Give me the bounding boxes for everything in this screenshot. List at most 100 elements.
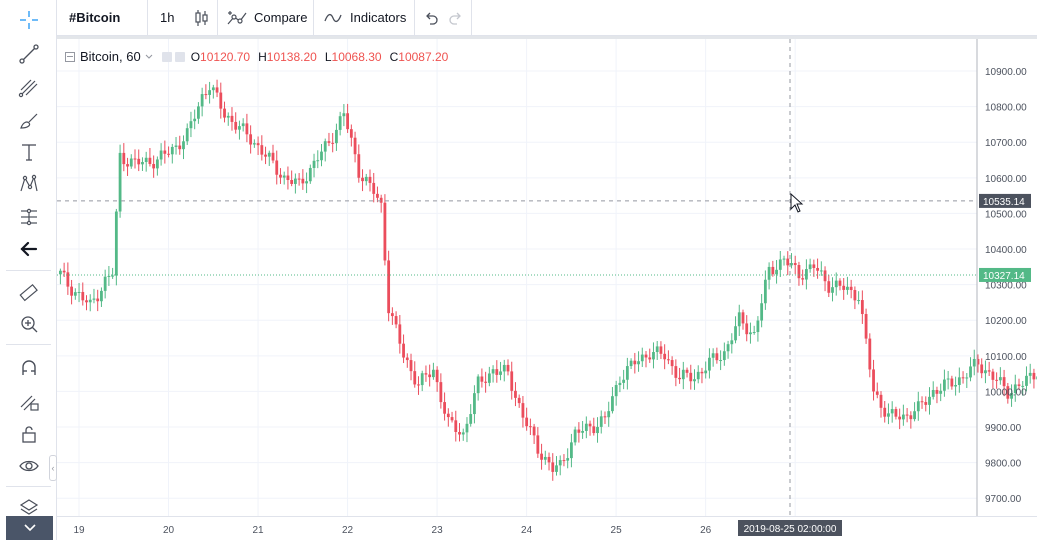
candle-body (864, 314, 868, 339)
zoom-in-icon[interactable] (14, 310, 44, 338)
candle (379, 194, 383, 213)
candle-body (204, 94, 208, 96)
pitchfork-icon[interactable] (14, 73, 44, 101)
candle (573, 426, 577, 446)
candle (376, 186, 379, 203)
settings-icon[interactable] (161, 51, 172, 62)
candle-body (260, 145, 264, 155)
candle-body (954, 385, 957, 387)
candle (499, 361, 502, 381)
price-chart[interactable]: 10900.00 10800.00 10700.00 10600.00 10500.00… (57, 39, 1037, 516)
candle (238, 120, 241, 140)
magnet-icon[interactable] (14, 354, 44, 382)
eye-icon[interactable] (14, 452, 44, 480)
candle (349, 124, 353, 147)
candle (924, 396, 928, 412)
candle (749, 322, 752, 344)
back-arrow-icon[interactable] (14, 235, 44, 263)
candle (144, 151, 148, 172)
candle-body (387, 260, 391, 314)
redo-icon (449, 12, 461, 25)
candle-body (271, 152, 275, 161)
candle-body (282, 175, 286, 178)
candle-body (894, 409, 898, 417)
candle-body (137, 158, 141, 165)
candle (633, 352, 637, 374)
candle (148, 148, 152, 167)
interval-button[interactable]: 1h (160, 0, 174, 35)
symbol-search-button[interactable]: #Bitcoin (69, 0, 120, 35)
candle (566, 448, 570, 469)
candle-body (734, 326, 737, 341)
candle (182, 135, 185, 160)
candle-body (749, 332, 752, 335)
pattern-icon[interactable] (14, 170, 44, 198)
candle (741, 309, 745, 330)
prediction-icon[interactable] (14, 203, 44, 231)
last-price-label-bg (979, 267, 1031, 282)
price-tick-label: 10900.00 (985, 67, 1027, 78)
candle-body (129, 158, 133, 167)
candle-body (555, 465, 558, 472)
candle-body (1013, 384, 1017, 393)
candle (812, 259, 816, 277)
candle (62, 262, 66, 278)
candle-body (834, 280, 838, 288)
chevron-down-icon[interactable] (144, 52, 154, 62)
chart-pane[interactable]: 10900.00 10800.00 10700.00 10600.00 10500.00… (57, 39, 1037, 516)
unlock-icon[interactable] (14, 420, 44, 448)
text-icon[interactable] (14, 138, 44, 166)
candle-body (846, 286, 849, 290)
toolbar-collapse-button[interactable] (6, 516, 53, 540)
candle (708, 348, 711, 379)
candle-body (368, 176, 372, 183)
candle-body (189, 121, 193, 129)
candle (1017, 378, 1021, 390)
crosshair-icon[interactable] (14, 6, 44, 34)
chart-type-button[interactable] (194, 0, 210, 35)
candle (655, 340, 659, 360)
hide-series-icon[interactable] (174, 51, 185, 62)
candle-body (521, 403, 525, 418)
candle (689, 364, 693, 390)
lock-drawing-icon[interactable] (14, 387, 44, 415)
candle (174, 136, 178, 155)
redo-button[interactable] (448, 0, 464, 35)
candle (931, 381, 935, 400)
candle (767, 262, 771, 290)
compare-button[interactable]: Compare (226, 0, 307, 35)
time-axis[interactable]: 192021222324252615:02019-08-25 02:00:00 (57, 517, 1037, 540)
undo-button[interactable] (423, 0, 439, 35)
trend-line-icon[interactable] (14, 40, 44, 68)
candle (390, 307, 394, 325)
candle (357, 144, 361, 183)
candle (320, 143, 323, 167)
candle (335, 123, 338, 151)
candle-body (920, 401, 924, 403)
toolbar-toggle-handle[interactable]: ‹ (49, 455, 57, 481)
candle-body (730, 340, 734, 345)
candle (1021, 380, 1025, 396)
candle-body (980, 364, 984, 374)
candle (264, 146, 267, 165)
layers-icon[interactable] (14, 494, 44, 522)
candle-body (860, 300, 864, 315)
candle-body (972, 358, 976, 367)
candle (1010, 384, 1013, 407)
time-tick-label: 21 (252, 525, 264, 536)
mouse-cursor-icon (790, 193, 804, 213)
indicators-button[interactable]: Indicators (323, 0, 406, 35)
candle (301, 169, 305, 190)
candle (704, 361, 708, 379)
candle (249, 125, 253, 154)
candle (114, 208, 118, 286)
ruler-icon[interactable] (14, 279, 44, 307)
candle-body (566, 458, 570, 461)
brush-icon[interactable] (14, 106, 44, 134)
candle (666, 350, 670, 365)
candle (432, 362, 435, 380)
collapse-legend-icon[interactable] (65, 51, 75, 62)
candle-body (935, 389, 939, 394)
candle-body (596, 426, 599, 434)
